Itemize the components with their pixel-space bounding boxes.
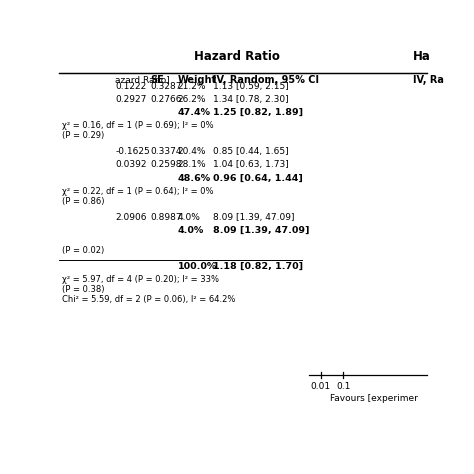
Text: 1.18 [0.82, 1.70]: 1.18 [0.82, 1.70] [213,262,303,271]
Text: (P = 0.29): (P = 0.29) [62,131,104,140]
Text: 0.85 [0.44, 1.65]: 0.85 [0.44, 1.65] [213,147,288,156]
Text: χ² = 0.22, df = 1 (P = 0.64); I² = 0%: χ² = 0.22, df = 1 (P = 0.64); I² = 0% [62,187,214,196]
Text: azard Ratio]: azard Ratio] [115,75,170,84]
Text: 28.1%: 28.1% [178,160,206,169]
Text: Weight: Weight [178,75,217,85]
Text: IV, Ra: IV, Ra [413,75,444,85]
Text: 0.0392: 0.0392 [115,160,146,169]
Text: 8.09 [1.39, 47.09]: 8.09 [1.39, 47.09] [213,213,294,222]
Text: 1.25 [0.82, 1.89]: 1.25 [0.82, 1.89] [213,108,303,117]
Text: 0.2766: 0.2766 [150,95,182,104]
Text: 4.0%: 4.0% [178,213,201,222]
Text: 1.13 [0.59, 2.15]: 1.13 [0.59, 2.15] [213,82,289,91]
Text: 20.4%: 20.4% [178,147,206,156]
Text: (P = 0.38): (P = 0.38) [62,285,105,294]
Text: 48.6%: 48.6% [178,173,210,182]
Text: 1.34 [0.78, 2.30]: 1.34 [0.78, 2.30] [213,95,288,104]
Text: 0.3287: 0.3287 [150,82,182,91]
Text: (P = 0.86): (P = 0.86) [62,197,105,206]
Text: 47.4%: 47.4% [178,108,210,117]
Text: 2.0906: 2.0906 [115,213,146,222]
Text: Ha: Ha [413,50,430,64]
Text: 0.8987: 0.8987 [150,213,182,222]
Text: 0.01: 0.01 [311,382,331,391]
Text: IV, Random, 95% CI: IV, Random, 95% CI [213,75,319,85]
Text: 100.0%: 100.0% [178,262,217,271]
Text: 4.0%: 4.0% [178,226,204,235]
Text: 21.2%: 21.2% [178,82,206,91]
Text: Hazard Ratio: Hazard Ratio [194,50,280,64]
Text: 1.04 [0.63, 1.73]: 1.04 [0.63, 1.73] [213,160,289,169]
Text: 0.1: 0.1 [336,382,350,391]
Text: χ² = 0.16, df = 1 (P = 0.69); I² = 0%: χ² = 0.16, df = 1 (P = 0.69); I² = 0% [62,121,214,130]
Text: -0.1625: -0.1625 [115,147,150,156]
Text: Favours [experimer: Favours [experimer [330,394,418,403]
Text: Chi² = 5.59, df = 2 (P = 0.06), I² = 64.2%: Chi² = 5.59, df = 2 (P = 0.06), I² = 64.… [62,295,236,304]
Text: 0.2927: 0.2927 [115,95,146,104]
Text: 8.09 [1.39, 47.09]: 8.09 [1.39, 47.09] [213,226,310,235]
Text: 0.96 [0.64, 1.44]: 0.96 [0.64, 1.44] [213,173,303,182]
Text: 0.1222: 0.1222 [115,82,146,91]
Text: χ² = 5.97, df = 4 (P = 0.20); I² = 33%: χ² = 5.97, df = 4 (P = 0.20); I² = 33% [62,275,219,284]
Text: SE: SE [150,75,164,85]
Text: 26.2%: 26.2% [178,95,206,104]
Text: 0.3374: 0.3374 [150,147,182,156]
Text: (P = 0.02): (P = 0.02) [62,246,104,255]
Text: 0.2598: 0.2598 [150,160,182,169]
